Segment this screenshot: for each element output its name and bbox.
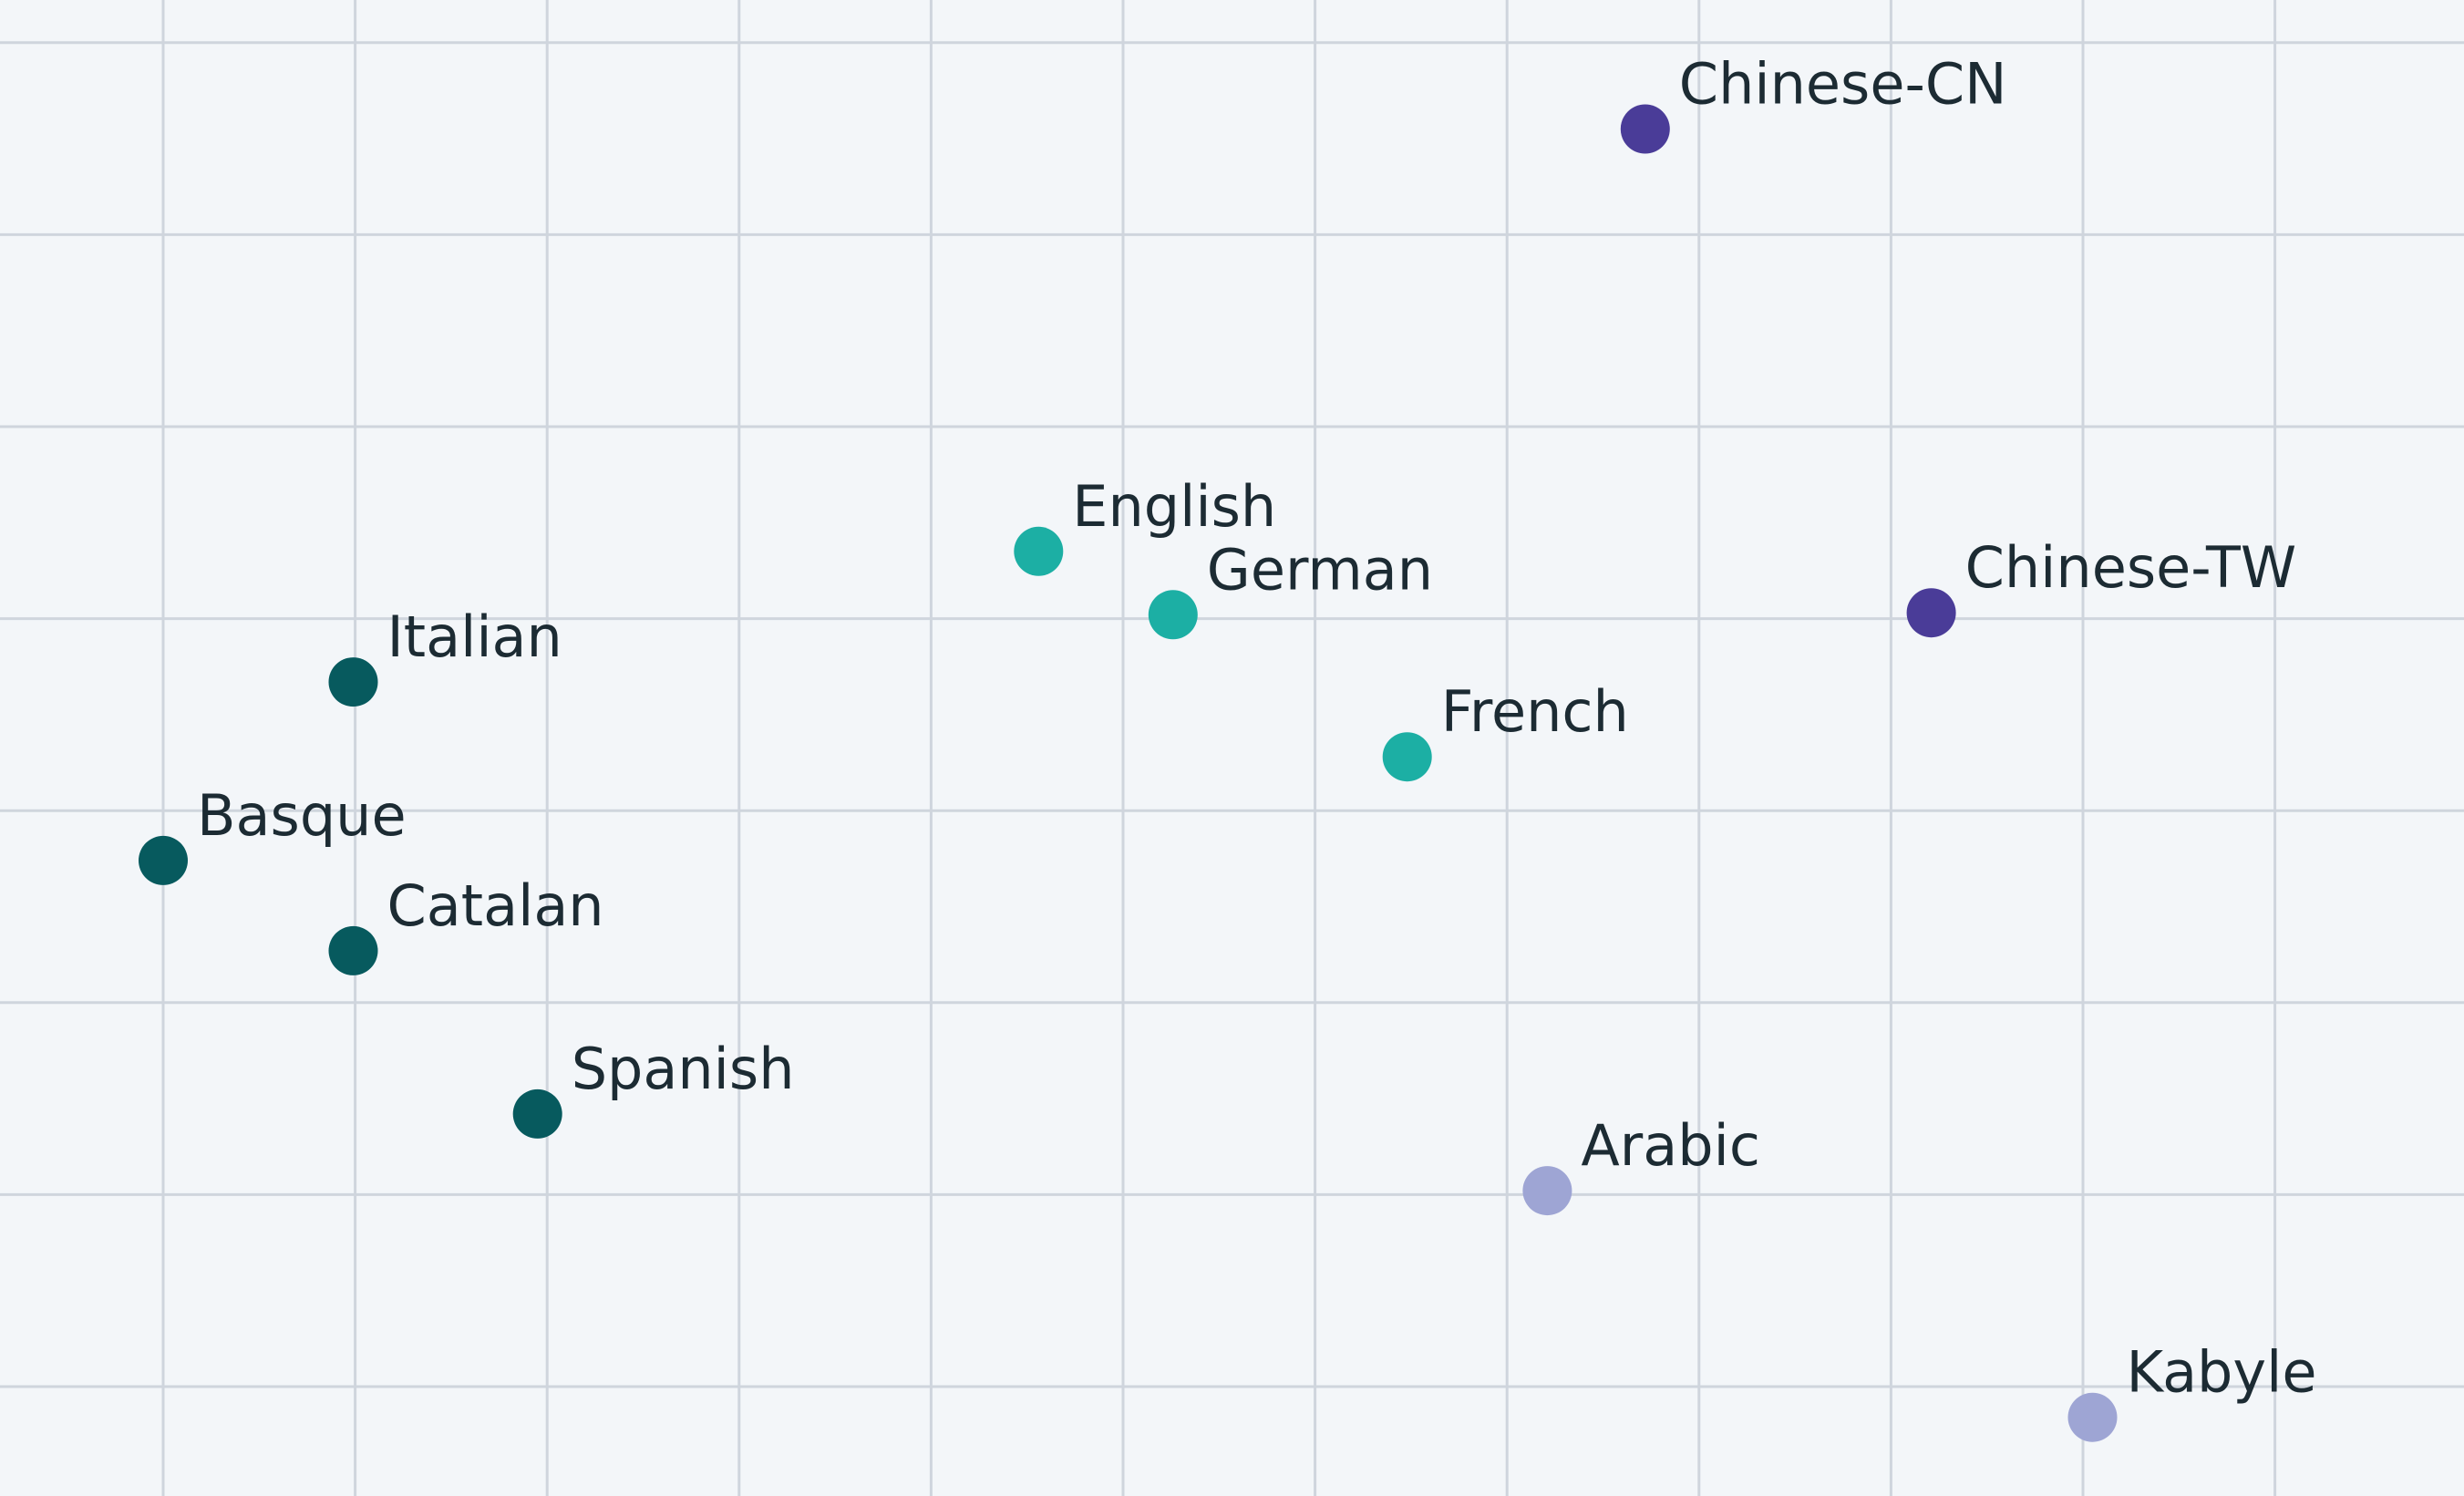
data-point-arabic xyxy=(1522,1166,1572,1216)
data-point-english xyxy=(1014,526,1064,576)
point-label-chinese-cn: Chinese-CN xyxy=(1679,51,2007,118)
data-point-german xyxy=(1148,590,1198,640)
data-point-kabyle xyxy=(2067,1392,2118,1442)
point-label-catalan: Catalan xyxy=(387,872,604,939)
data-point-chinese-tw xyxy=(1906,588,1956,638)
point-label-italian: Italian xyxy=(387,604,562,670)
data-point-catalan xyxy=(328,925,378,975)
point-label-arabic: Arabic xyxy=(1581,1112,1760,1179)
data-point-basque xyxy=(139,835,188,885)
point-label-english: English xyxy=(1072,473,1276,540)
point-label-basque: Basque xyxy=(197,782,407,849)
point-label-chinese-tw: Chinese-TW xyxy=(1965,534,2297,601)
data-point-chinese-cn xyxy=(1620,104,1670,154)
data-point-italian xyxy=(328,657,378,707)
point-label-german: German xyxy=(1207,536,1433,603)
data-point-french xyxy=(1382,732,1432,782)
point-label-spanish: Spanish xyxy=(572,1036,795,1102)
point-label-kabyle: Kabyle xyxy=(2127,1339,2317,1406)
point-label-french: French xyxy=(1441,678,1629,745)
data-points xyxy=(139,104,2118,1442)
data-point-spanish xyxy=(512,1088,562,1139)
